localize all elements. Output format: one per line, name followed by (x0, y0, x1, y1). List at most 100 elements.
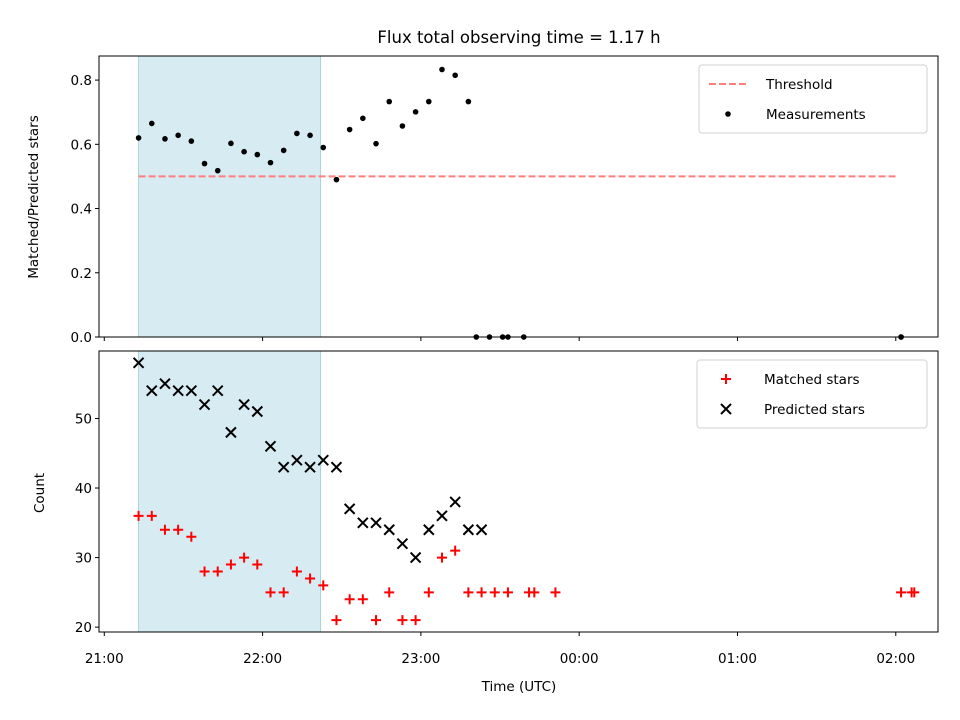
bottom-axes-frame (98, 350, 939, 633)
predicted-star-marker (146, 384, 158, 397)
legend-entry-label: Measurements (766, 107, 866, 123)
top-y-tick-label: 0.0 (71, 330, 92, 346)
measurement-point (228, 140, 234, 147)
predicted-star-marker (172, 384, 184, 397)
top-legend-box (698, 64, 928, 134)
measurement-point (360, 115, 366, 122)
top-y-tick-label: 0.2 (71, 266, 92, 282)
matched-star-marker (450, 545, 461, 556)
top-y-tick-label: 0.4 (71, 202, 92, 218)
predicted-star-marker (159, 377, 171, 390)
matched-star-marker (278, 587, 289, 598)
measurement-point (452, 72, 458, 79)
legend-entry-label: Predicted stars (764, 402, 865, 418)
x-tick-label: 22:00 (243, 651, 282, 667)
top-y-axis-label: Matched/Predicted stars (26, 115, 42, 278)
matched-star-marker (186, 531, 197, 542)
matched-star-marker (331, 615, 342, 626)
bottom-y-tick-label: 20 (75, 620, 92, 636)
bottom-panel: 20 30 40 50 21:00 22:00 23:00 00:00 01:00 02:00 Ma… (75, 350, 939, 667)
measurement-point (439, 66, 445, 73)
matched-star-marker (265, 587, 276, 598)
matched-star-marker (397, 615, 408, 626)
measurement-point (294, 130, 300, 137)
top-shaded-span (138, 55, 322, 338)
matched-star-marker (159, 524, 170, 535)
predicted-star-marker (225, 426, 237, 439)
matched-star-marker (489, 587, 500, 598)
predicted-star-marker (238, 398, 250, 411)
predicted-star-marker (357, 517, 369, 529)
matched-star-marker (252, 559, 263, 570)
predicted-star-marker (212, 384, 224, 397)
x-tick-label: 23:00 (401, 651, 440, 667)
matched-star-marker (410, 615, 421, 626)
measurement-point (386, 98, 393, 105)
measurement-point (254, 151, 261, 158)
bottom-y-tick-label: 40 (75, 481, 92, 497)
predicted-star-marker (383, 524, 395, 536)
predicted-star-marker (330, 461, 343, 473)
predicted-star-marker (251, 405, 264, 418)
bottom-legend-box (696, 359, 928, 429)
legend-matched-swatch (721, 374, 731, 384)
measurement-point (214, 167, 221, 174)
bottom-y-tick-label: 50 (75, 411, 92, 427)
matched-star-marker (371, 615, 382, 626)
predicted-star-marker (409, 551, 422, 564)
measurement-point (188, 138, 195, 144)
predicted-star-marker (449, 496, 461, 508)
matched-star-marker (909, 587, 920, 598)
measurement-point (320, 144, 327, 151)
predicted-star-marker (198, 398, 211, 411)
matched-star-marker (423, 587, 434, 598)
measurement-point (373, 140, 379, 147)
predicted-star-marker (185, 384, 198, 397)
predicted-star-marker (475, 524, 488, 536)
matched-star-marker (550, 587, 561, 598)
predicted-star-marker (317, 454, 329, 466)
predicted-star-marker (304, 461, 316, 473)
predicted-star-marker (277, 461, 290, 473)
measurement-point (267, 159, 274, 166)
matched-star-marker (896, 587, 907, 598)
measurement-point (162, 136, 168, 142)
predicted-star-marker (264, 440, 277, 452)
x-axis-label: Time (UTC) (481, 679, 557, 695)
top-y-tick-label: 0.8 (71, 73, 92, 89)
legend-entry-label: Matched stars (764, 372, 860, 388)
matched-star-marker (318, 580, 329, 591)
matched-star-marker (502, 587, 513, 598)
bottom-y-tick-label: 30 (75, 551, 92, 567)
matched-star-marker (239, 552, 250, 563)
legend-predicted-swatch (720, 403, 732, 415)
legend-measurement-swatch (725, 111, 731, 117)
matched-star-marker (133, 510, 144, 521)
matched-star-marker (357, 594, 368, 605)
measurement-point (425, 98, 432, 105)
x-tick-label: 02:00 (876, 651, 915, 667)
predicted-star-marker (396, 537, 409, 550)
x-tick-label: 00:00 (560, 651, 599, 667)
matched-star-marker (463, 587, 474, 598)
predicted-star-marker (291, 454, 303, 466)
matched-star-marker (173, 524, 184, 535)
measurement-point (333, 176, 340, 183)
predicted-star-marker (423, 524, 435, 536)
matched-star-marker (529, 587, 540, 598)
measurement-point (135, 135, 142, 141)
measurement-point (465, 98, 472, 105)
matched-star-marker (305, 573, 316, 584)
legend-entry-label: Threshold (765, 77, 833, 93)
measurement-point (201, 160, 208, 167)
measurement-point (148, 120, 155, 127)
matched-star-marker (146, 510, 157, 521)
x-tick-label: 01:00 (718, 651, 757, 667)
bottom-shaded-span (138, 350, 322, 633)
measurement-point (280, 147, 287, 154)
predicted-star-marker (436, 510, 448, 522)
matched-star-marker (384, 587, 395, 598)
top-axes-frame (98, 55, 939, 338)
predicted-star-marker (343, 503, 356, 515)
